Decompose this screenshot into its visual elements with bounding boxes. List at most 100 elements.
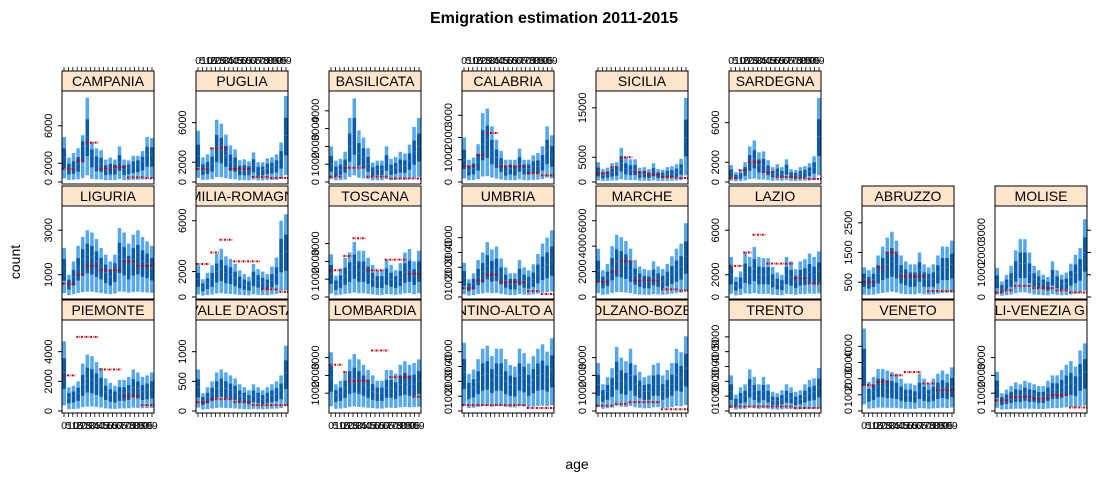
ci-bar-inner <box>393 162 398 174</box>
panel-frame <box>728 319 822 414</box>
panel-sardegna: SARDEGNA02000600005101520253035404550556… <box>710 56 825 185</box>
ci-bar-inner <box>624 254 628 279</box>
panel-calabria: CALABRIA01000200030000510152025303540455… <box>443 56 558 185</box>
ci-bar-inner <box>761 267 766 285</box>
y-tick-label: 3000 <box>310 116 322 140</box>
ci-bar-inner <box>880 378 885 398</box>
x-tick-label: 50 <box>902 421 914 432</box>
ci-bar-inner <box>256 275 260 288</box>
ci-bar-inner <box>1023 387 1027 401</box>
ci-bar-inner <box>803 268 807 285</box>
y-tick-label: 2000 <box>710 263 722 287</box>
x-tick-label: 60 <box>245 56 257 67</box>
x-tick-label: 20 <box>343 421 355 432</box>
ci-bar-inner <box>1013 389 1018 402</box>
ci-bar-inner <box>205 278 210 290</box>
ci-bar-inner <box>343 267 347 285</box>
ci-bar-inner <box>867 388 871 402</box>
ci-bar-inner <box>140 385 145 400</box>
ci-bar-inner <box>140 156 145 171</box>
ci-bar-inner <box>536 363 540 391</box>
x-tick-label: 65 <box>783 56 795 67</box>
ci-bar-inner <box>605 271 610 287</box>
ci-bar-inner <box>375 276 380 288</box>
x-tick-label: 40 <box>94 421 106 432</box>
ci-bar-inner <box>329 265 334 284</box>
ci-bar-inner <box>1078 364 1082 391</box>
ci-bar-inner <box>633 268 637 285</box>
panel-frame <box>61 205 155 300</box>
y-tick-label: 500 <box>843 273 855 291</box>
ci-bar-inner <box>494 258 499 281</box>
panel-bars <box>462 230 554 296</box>
panel-puglia: PUGLIA0200060000510152025303540455055606… <box>177 56 292 185</box>
ci-bar-inner <box>485 361 490 390</box>
panel-bars <box>329 349 421 409</box>
ci-bar-inner <box>517 268 522 286</box>
panel-sicilia: SICILIA 0 5000 15000 <box>577 67 689 185</box>
y-tick-label: 4000 <box>443 339 455 363</box>
ci-bar-inner <box>784 266 789 285</box>
chart-title: Emigration estimation 2011-2015 <box>430 10 678 27</box>
ci-bar-inner <box>899 265 903 284</box>
ci-bar-inner <box>499 267 503 285</box>
ci-bar-inner <box>789 392 793 404</box>
ci-bar-inner <box>1078 259 1082 281</box>
ci-bar-inner <box>885 252 890 279</box>
ci-bar-inner <box>485 255 490 280</box>
ci-bar-inner <box>729 266 734 285</box>
ci-bar-inner <box>228 383 233 400</box>
ci-bar-inner <box>651 269 656 286</box>
ci-bar-inner <box>894 382 899 399</box>
panel-strip-label: LAZIO <box>755 188 796 204</box>
panel-frame <box>861 319 955 414</box>
x-tick-label: 45 <box>98 421 110 432</box>
ci-bar-inner <box>279 383 283 400</box>
ci-bar-inner <box>995 380 1000 398</box>
ci-bar-inner <box>752 259 757 282</box>
ci-bar-inner <box>67 392 71 404</box>
ci-bar-inner <box>601 390 605 402</box>
ci-bar-inner <box>789 269 793 286</box>
x-tick-label: 70 <box>920 421 932 432</box>
x-tick-label: 5 <box>866 421 872 432</box>
ci-bar-inner <box>393 382 398 399</box>
panel-bars <box>596 223 688 295</box>
ci-bar-inner <box>485 125 490 158</box>
y-tick-label: 3000 <box>710 354 722 378</box>
x-tick-label: 20 <box>476 56 488 67</box>
y-tick-label: 2500 <box>843 211 855 235</box>
ci-bar-inner <box>283 234 288 271</box>
ci-bar-inner <box>903 389 908 402</box>
ci-bar-inner <box>366 379 370 398</box>
x-tick-label: 35 <box>756 56 768 67</box>
x-tick-label: 90 <box>405 421 417 432</box>
ci-bar-inner <box>389 379 393 398</box>
x-tick-label: 95 <box>542 56 554 67</box>
ci-bar-inner <box>279 151 283 169</box>
ci-bar-inner <box>752 385 757 400</box>
panel-frame <box>61 319 155 414</box>
ci-bar-inner <box>1073 376 1078 396</box>
panel-strip-label: BOLZANO-BOZEN <box>582 302 702 318</box>
ci-bar-inner <box>196 272 201 287</box>
x-tick-label: 80 <box>129 421 141 432</box>
ci-bar-inner <box>233 385 237 401</box>
ci-bar-inner <box>596 260 601 282</box>
ci-bar-inner <box>270 390 274 403</box>
x-tick-label: 60 <box>511 56 523 67</box>
ci-bar-inner <box>624 372 628 395</box>
x-tick-label: 80 <box>263 56 275 67</box>
ci-bar-inner <box>757 159 761 173</box>
panel-frame <box>328 90 422 185</box>
panel-strip-label: FRIULI-VENEZIA GIULIA <box>962 302 1108 318</box>
x-tick-label: 45 <box>765 56 777 67</box>
x-tick-label: 70 <box>254 56 266 67</box>
panel-strip-label: SARDEGNA <box>736 73 815 89</box>
ci-bar-inner <box>784 390 789 403</box>
panel-strip-label: SICILIA <box>618 73 667 89</box>
y-tick-label: 15000 <box>577 93 589 124</box>
x-tick-label: 20 <box>210 56 222 67</box>
